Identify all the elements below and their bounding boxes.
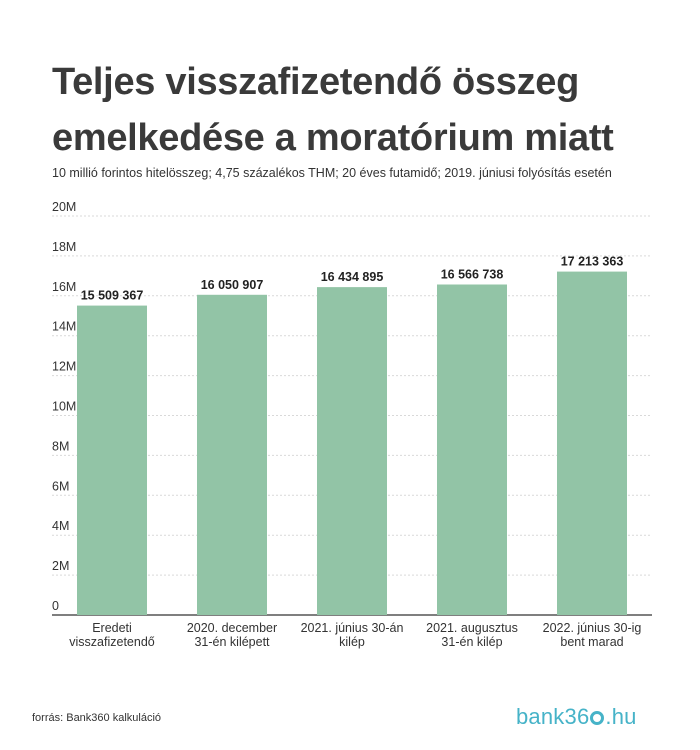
- bar: [77, 305, 147, 615]
- bar-value-label: 16 566 738: [441, 267, 504, 281]
- y-tick-label: 16M: [52, 280, 76, 294]
- chart-subtitle: 10 millió forintos hitelösszeg; 4,75 szá…: [52, 166, 612, 180]
- bar: [317, 287, 387, 615]
- y-tick-label: 18M: [52, 240, 76, 254]
- x-category-label: kilép: [339, 635, 365, 649]
- bank360-logo: bank36 .hu: [516, 704, 637, 730]
- logo-text-end: .hu: [605, 704, 637, 729]
- x-category-label: 31-én kilép: [441, 635, 502, 649]
- y-tick-label: 8M: [52, 439, 69, 453]
- y-tick-label: 2M: [52, 559, 69, 573]
- x-category-label: 2022. június 30-ig: [543, 621, 642, 635]
- x-category-label: bent marad: [560, 635, 623, 649]
- y-tick-label: 14M: [52, 320, 76, 334]
- source-note: forrás: Bank360 kalkuláció: [32, 712, 162, 724]
- bar-value-label: 17 213 363: [561, 255, 624, 269]
- bar: [197, 294, 267, 615]
- logo-ring-icon: [590, 711, 605, 725]
- y-tick-label: 6M: [52, 479, 69, 493]
- y-tick-label: 20M: [52, 200, 76, 214]
- x-category-label: 2021. június 30-án: [301, 621, 404, 635]
- chart-title: Teljes visszafizetendő összeg emelkedése…: [52, 54, 692, 166]
- y-tick-label: 0: [52, 599, 59, 613]
- chart-title-line-2: emelkedése a moratórium miatt: [52, 117, 614, 159]
- logo-text-start: bank36: [516, 704, 590, 729]
- bar-value-label: 16 434 895: [321, 270, 384, 284]
- x-category-label: 2021. augusztus: [426, 621, 518, 635]
- y-tick-label: 4M: [52, 519, 69, 533]
- x-category-label: Eredeti: [92, 621, 132, 635]
- x-category-label: 31-én kilépett: [194, 635, 270, 649]
- bar: [437, 284, 507, 615]
- x-category-label: 2020. december: [187, 621, 277, 635]
- x-category-label: visszafizetendő: [69, 635, 155, 649]
- bar: [557, 271, 627, 615]
- y-tick-label: 12M: [52, 360, 76, 374]
- y-tick-label: 10M: [52, 400, 76, 414]
- bar-value-label: 16 050 907: [201, 278, 264, 292]
- bar-value-label: 15 509 367: [81, 289, 144, 303]
- chart-title-line-1: Teljes visszafizetendő összeg: [52, 61, 580, 103]
